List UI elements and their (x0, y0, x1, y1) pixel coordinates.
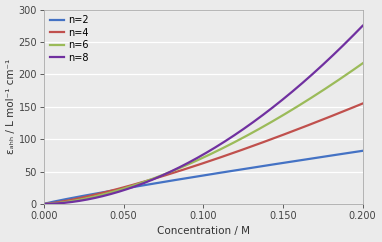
n=4 (193, 164, 197, 167)
n=2 (195, 175, 199, 178)
Line: n=8: n=8 (44, 26, 363, 204)
n=4 (214, 157, 219, 160)
n=2 (42, 203, 46, 205)
n=6 (360, 62, 365, 65)
n=6 (42, 203, 46, 205)
n=2 (360, 149, 365, 152)
n=4 (360, 102, 365, 105)
n=8 (353, 32, 357, 35)
n=6 (353, 67, 357, 70)
n=8 (303, 79, 308, 82)
n=4 (195, 164, 199, 166)
Line: n=4: n=4 (44, 104, 363, 204)
n=6 (195, 159, 199, 162)
Line: n=2: n=2 (44, 151, 363, 204)
n=6 (303, 100, 308, 103)
Line: n=6: n=6 (44, 63, 363, 204)
n=2 (303, 158, 308, 161)
n=8 (360, 24, 365, 27)
n=8 (193, 158, 197, 160)
n=2 (231, 169, 236, 172)
X-axis label: Concentration / M: Concentration / M (157, 227, 250, 236)
n=6 (231, 141, 236, 144)
Legend: n=2, n=4, n=6, n=8: n=2, n=4, n=6, n=8 (48, 14, 91, 65)
n=8 (42, 203, 46, 205)
n=8 (195, 157, 199, 159)
n=4 (42, 203, 46, 205)
n=6 (214, 150, 219, 153)
n=4 (303, 125, 308, 128)
Y-axis label: εₐₕₕ / L mol⁻¹ cm⁻¹: εₐₕₕ / L mol⁻¹ cm⁻¹ (6, 59, 16, 154)
n=2 (353, 151, 357, 153)
n=2 (214, 172, 219, 175)
n=2 (193, 175, 197, 178)
n=6 (193, 160, 197, 163)
n=4 (353, 105, 357, 108)
n=8 (231, 134, 236, 137)
n=8 (214, 145, 219, 148)
n=4 (231, 151, 236, 154)
